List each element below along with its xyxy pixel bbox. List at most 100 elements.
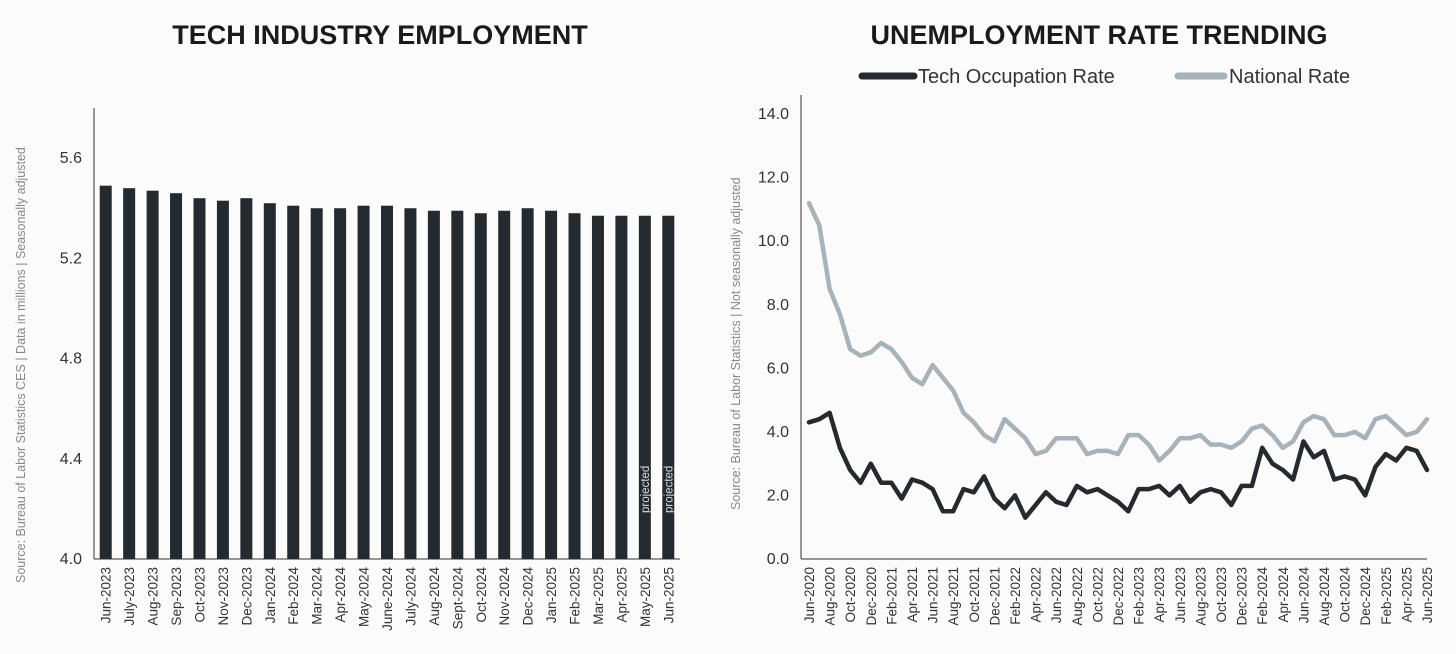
- x-tick-label: Oct-2020: [843, 567, 858, 623]
- x-tick-label: Nov-2023: [216, 567, 231, 626]
- x-tick-label: Dec-2024: [1358, 567, 1373, 626]
- x-tick-label: May-2024: [357, 567, 372, 628]
- bar: [216, 200, 229, 559]
- bar: [357, 205, 370, 559]
- x-tick-label: Apr-2022: [1029, 567, 1044, 623]
- x-tick-label: Jun-2023: [1173, 567, 1188, 623]
- x-tick-label: Apr-2025: [614, 567, 629, 623]
- bar: [240, 198, 253, 559]
- bar-annotation: projected: [663, 466, 675, 513]
- series-line-national: [806, 200, 1430, 463]
- x-tick-label: Feb-2022: [1008, 567, 1023, 625]
- x-tick-label: May-2025: [638, 567, 653, 627]
- bar-annotation: projected: [640, 466, 652, 513]
- x-tick-label: July-2024: [403, 567, 418, 626]
- x-tick-label: Feb-2021: [884, 567, 899, 625]
- bar: [568, 213, 581, 559]
- x-tick-label: Dec-2023: [239, 567, 254, 626]
- x-tick-label: Aug-2021: [946, 567, 961, 626]
- bar: [591, 215, 604, 559]
- x-tick-label: Dec-2021: [987, 567, 1002, 626]
- bar: [123, 188, 136, 559]
- bar: [263, 203, 276, 559]
- x-tick-label: Jan-2025: [544, 567, 559, 623]
- x-tick-label: Aug-2024: [427, 567, 442, 626]
- series-line-tech-occupation: [806, 410, 1430, 520]
- y-tick-label: 4.0: [60, 551, 82, 568]
- y-tick-label: 10.0: [758, 233, 789, 250]
- x-tick-label: Dec-2020: [864, 567, 879, 626]
- x-tick-label: Dec-2024: [521, 567, 536, 626]
- y-tick-label: 6.0: [767, 360, 789, 377]
- y-tick-label: 14.0: [758, 106, 789, 123]
- x-tick-label: Mar-2025: [591, 567, 606, 625]
- tech-employment-title: TECH INDUSTRY EMPLOYMENT: [172, 20, 588, 50]
- bar: [451, 210, 464, 559]
- unemployment-rate-chart: UNEMPLOYMENT RATE TRENDING Source: Burea…: [729, 20, 1435, 626]
- y-tick-label: 4.0: [767, 424, 789, 441]
- bar: [381, 205, 393, 559]
- x-tick-label: Feb-2025: [1379, 567, 1394, 625]
- x-tick-label: July-2023: [122, 567, 137, 626]
- y-tick-label: 4.4: [60, 451, 82, 468]
- x-tick-label: Apr-2024: [1276, 567, 1291, 623]
- y-tick-label: 8.0: [767, 297, 789, 314]
- legend-label-tech: Tech Occupation Rate: [918, 66, 1115, 88]
- x-tick-label: Apr-2021: [905, 567, 920, 623]
- bar: [662, 215, 675, 559]
- bar: [99, 185, 112, 559]
- x-tick-label: Nov-2024: [497, 567, 512, 626]
- bar: [193, 198, 206, 559]
- x-tick-label: Oct-2021: [967, 567, 982, 623]
- bar: [498, 210, 511, 559]
- x-tick-label: Feb-2023: [1132, 567, 1147, 625]
- y-tick-label: 5.6: [60, 150, 82, 167]
- x-tick-label: Jun-2020: [802, 567, 817, 623]
- x-tick-label: Apr-2023: [1152, 567, 1167, 623]
- x-tick-label: Apr-2025: [1399, 567, 1414, 623]
- y-tick-label: 0.0: [767, 551, 789, 568]
- x-tick-label: Feb-2024: [286, 567, 301, 625]
- x-tick-label: Apr-2024: [333, 567, 348, 623]
- y-tick-label: 4.8: [60, 351, 82, 368]
- x-tick-label: Sept-2024: [450, 567, 465, 630]
- bar: [545, 210, 558, 559]
- bar: [170, 193, 183, 559]
- x-tick-label: Jun-2023: [99, 567, 114, 623]
- x-tick-label: Jun-2024: [1296, 567, 1311, 624]
- bar: [638, 215, 651, 559]
- x-tick-label: Aug-2020: [823, 567, 838, 626]
- x-tick-label: Dec-2023: [1235, 567, 1250, 626]
- unemployment-rate-title: UNEMPLOYMENT RATE TRENDING: [871, 20, 1328, 50]
- x-tick-label: Aug-2023: [1193, 567, 1208, 626]
- x-tick-label: Oct-2023: [192, 567, 207, 623]
- y-tick-label: 5.2: [60, 250, 82, 267]
- x-tick-label: Oct-2022: [1090, 567, 1105, 623]
- bar: [615, 215, 628, 559]
- tech-employment-chart: TECH INDUSTRY EMPLOYMENT Source: Bureau …: [14, 20, 680, 631]
- x-tick-label: Aug-2022: [1070, 567, 1085, 626]
- unemployment-rate-source: Source: Bureau of Labor Statistics | Not…: [729, 177, 743, 510]
- bar: [474, 213, 487, 559]
- x-tick-label: Jun-2025: [661, 567, 676, 623]
- x-tick-label: Oct-2023: [1214, 567, 1229, 623]
- legend: Tech Occupation Rate National Rate: [858, 66, 1350, 88]
- bar: [334, 208, 347, 559]
- x-tick-label: Aug-2024: [1317, 567, 1332, 626]
- bar: [310, 208, 323, 559]
- x-tick-label: Mar-2024: [310, 567, 325, 625]
- tech-employment-source: Source: Bureau of Labor Statistics CES |…: [14, 147, 28, 583]
- x-tick-label: Feb-2025: [568, 567, 583, 625]
- x-tick-label: Feb-2024: [1255, 567, 1270, 625]
- x-tick-label: Aug-2023: [146, 567, 161, 626]
- x-tick-label: Oct-2024: [1338, 567, 1353, 623]
- x-tick-label: Oct-2024: [474, 567, 489, 623]
- bar: [404, 208, 417, 559]
- y-tick-label: 12.0: [758, 170, 789, 187]
- bar: [146, 190, 159, 559]
- y-tick-label: 2.0: [767, 487, 789, 504]
- bar: [427, 210, 440, 559]
- legend-label-national: National Rate: [1229, 66, 1350, 88]
- x-tick-label: Sep-2023: [169, 567, 184, 626]
